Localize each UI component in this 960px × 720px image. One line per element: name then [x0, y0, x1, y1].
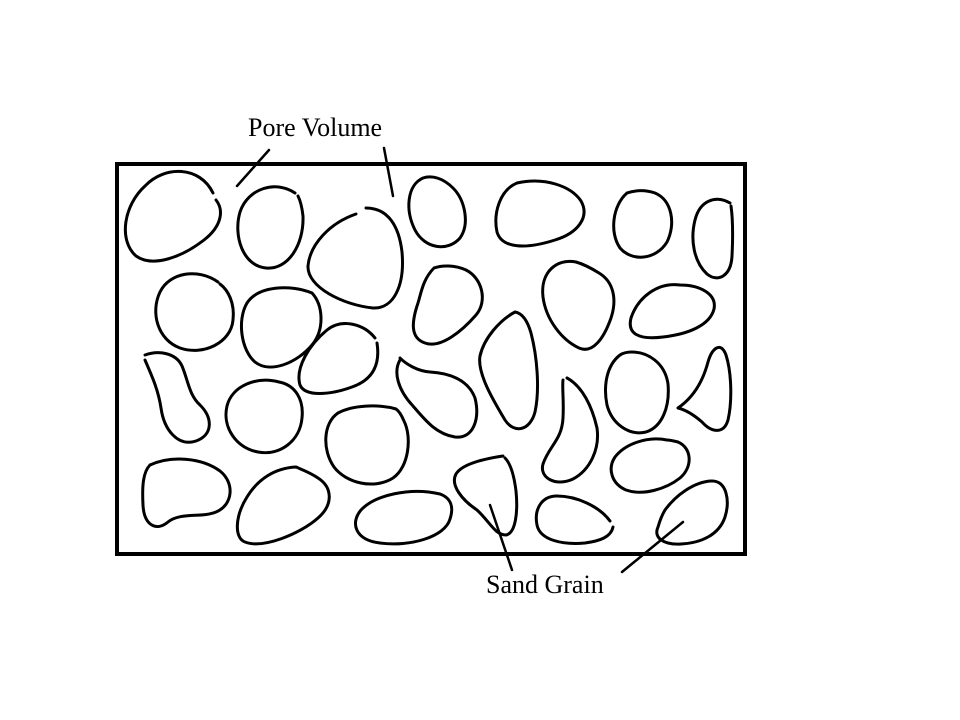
sand-grain [411, 264, 484, 346]
sand-grain [240, 286, 323, 369]
sand-grains [123, 170, 735, 546]
sand-grain [224, 378, 304, 455]
sand-grain-label: Sand Grain [486, 570, 604, 599]
sand-grain [123, 170, 222, 263]
sand-grain [407, 175, 467, 249]
sand-grain [540, 376, 600, 484]
sand-grain [143, 351, 211, 444]
pore-volume-leader-left [235, 148, 271, 188]
sand-grain [628, 283, 716, 340]
pore-volume-label: Pore Volume [248, 113, 382, 142]
sand-grain [236, 185, 305, 270]
sand-grain [141, 457, 232, 528]
pore-volume-leader-right [382, 146, 395, 198]
sand-grain [612, 189, 674, 259]
sand-grain [534, 494, 615, 545]
sand-grain [306, 206, 404, 310]
sand-grain [676, 345, 733, 432]
sand-grain [691, 197, 735, 280]
sand-grain [297, 322, 380, 395]
sand-grain [235, 465, 331, 546]
sand-grain [541, 259, 616, 351]
sand-grain [453, 454, 519, 537]
sand-grain [494, 179, 586, 248]
rock-sample-box [115, 162, 747, 556]
sand-grain-leader-left [488, 503, 514, 572]
sand-grain [478, 310, 540, 431]
sand-grain [609, 437, 691, 494]
leader-lines [235, 146, 685, 574]
sand-grain [395, 356, 479, 439]
sand-grain [354, 490, 454, 546]
sand-grain [154, 272, 235, 352]
sand-grain-leader-right [620, 520, 685, 574]
sand-grain [324, 404, 410, 486]
sand-grain [655, 479, 729, 546]
sand-grain [604, 350, 670, 435]
